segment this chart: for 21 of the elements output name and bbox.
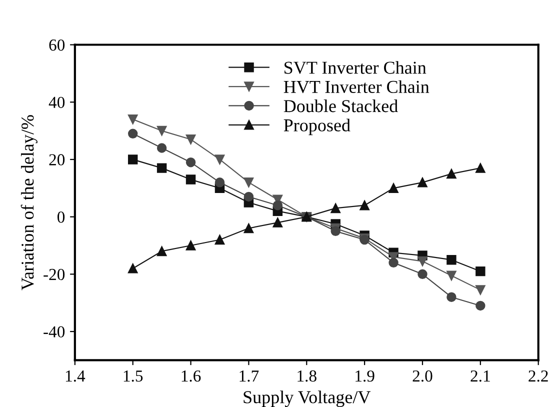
- x-tick-label: 1.9: [356, 370, 374, 382]
- x-axis-title: Supply Voltage/V: [244, 390, 371, 407]
- x-tick-label: 1.5: [124, 370, 143, 382]
- x-tick-label: 2.0: [412, 370, 432, 382]
- y-tick-label: 60: [49, 39, 65, 51]
- x-tick-label: 1.7: [240, 370, 259, 382]
- legend-label: Proposed: [284, 118, 350, 136]
- x-tick-label: 1.4: [66, 370, 86, 382]
- x-tick-label: 2.1: [470, 370, 490, 382]
- legend-label: Double Stacked: [284, 100, 398, 112]
- y-tick-label: -40: [44, 326, 65, 338]
- x-tick-label: 1.6: [182, 370, 201, 382]
- x-tick-label: 1.8: [298, 370, 316, 382]
- y-tick-label: 40: [48, 96, 65, 108]
- y-tick-label: -20: [44, 268, 65, 280]
- y-tick-label: 20: [49, 154, 65, 166]
- y-tick-label: 0: [58, 212, 65, 223]
- legend-label: HVT Inverter Chain: [284, 80, 430, 94]
- legend-label: SVT Inverter Chain: [284, 61, 426, 74]
- x-tick-label: 2.2: [528, 370, 548, 382]
- y-axis-title: Variation of the delay/%: [20, 115, 38, 290]
